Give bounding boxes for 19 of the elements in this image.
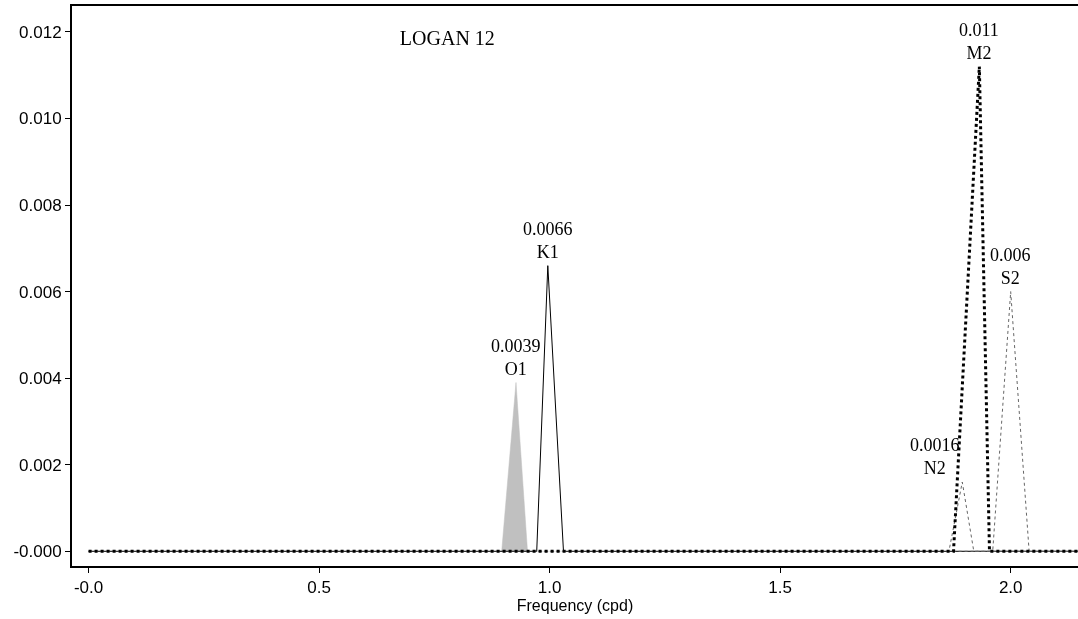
annotation: 0.0016 N2 bbox=[910, 435, 960, 479]
x-tick-label: -0.0 bbox=[73, 578, 104, 598]
x-tick-label: 0.5 bbox=[307, 578, 331, 598]
y-tick-label: -0.000 bbox=[13, 542, 62, 562]
y-tick-label: 0.006 bbox=[19, 282, 62, 302]
text: LOGAN 12 bbox=[399, 26, 495, 49]
annotation: 0.0039 O1 bbox=[491, 336, 541, 380]
annotation: 0.0066 K1 bbox=[523, 219, 573, 263]
x-axis-title: Frequency (cpd) bbox=[516, 597, 634, 615]
annotation: 0.011 M2 bbox=[959, 20, 999, 64]
y-tick-label: 0.012 bbox=[19, 22, 62, 42]
y-tick-label: 0.008 bbox=[19, 196, 62, 216]
y-tick-label: 0.010 bbox=[19, 109, 62, 129]
x-tick-label: 2.0 bbox=[998, 578, 1023, 598]
x-tick-label: 1.5 bbox=[768, 578, 792, 598]
annotation: 0.006 S2 bbox=[990, 245, 1031, 289]
y-tick-label: 0.004 bbox=[19, 369, 62, 389]
y-tick-label: 0.002 bbox=[19, 455, 62, 475]
x-tick-label: 1.0 bbox=[537, 578, 562, 598]
